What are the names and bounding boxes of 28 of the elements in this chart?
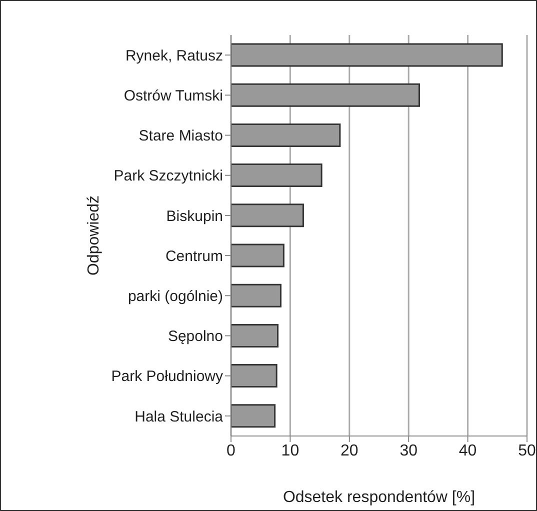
bar	[231, 123, 341, 147]
x-tick-label: 50	[518, 442, 536, 460]
y-axis-title: Odpowiedź	[86, 195, 103, 276]
bar	[231, 204, 304, 228]
bar	[231, 324, 279, 348]
bar	[231, 284, 282, 308]
x-tick-label: 30	[400, 442, 418, 460]
y-tick-label: Park Szczytnicki	[114, 168, 223, 185]
y-tick-label: Rynek, Ratusz	[125, 47, 223, 64]
bar	[231, 164, 322, 188]
x-tick-label: 10	[281, 442, 300, 460]
bar	[231, 244, 284, 268]
bar	[231, 43, 503, 67]
x-tick-label: 0	[226, 442, 236, 460]
x-tick-label: 40	[458, 442, 477, 460]
y-tick-label: Sępolno	[168, 328, 223, 346]
x-tick-label: 20	[340, 442, 358, 460]
bar	[231, 83, 420, 107]
y-tick-label: Stare Miasto	[138, 128, 223, 145]
y-tick-label: Biskupin	[166, 208, 223, 225]
bar	[231, 364, 278, 388]
y-tick-label: Centrum	[165, 248, 223, 265]
y-tick-label: Ostrów Tumski	[124, 87, 223, 104]
y-tick-label: Park Południowy	[111, 368, 224, 386]
x-axis-title: Odsetek respondentów [%]	[282, 489, 476, 506]
y-tick-label: Hala Stulecia	[134, 408, 224, 426]
y-tick-label: parki (ogólnie)	[128, 288, 224, 305]
bar	[231, 404, 276, 428]
